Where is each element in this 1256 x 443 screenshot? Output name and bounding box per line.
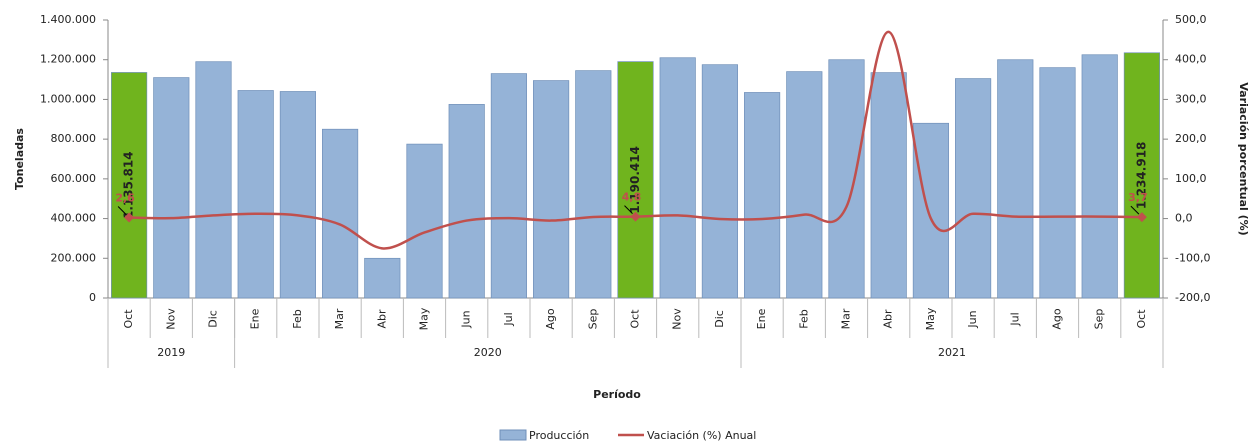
y2-tick-label: -100,0 (1175, 251, 1210, 264)
line-marker (630, 211, 641, 222)
x-tick-label: Ene (249, 308, 262, 329)
x-tick-label: Feb (291, 309, 304, 328)
bar (828, 59, 865, 299)
x-tick-label: Jun (966, 310, 979, 328)
x-tick-label: Oct (629, 309, 642, 329)
bar (448, 104, 485, 299)
bar (617, 61, 654, 299)
year-label: 2019 (157, 346, 185, 359)
x-tick-label: Mar (840, 308, 853, 329)
bar (575, 70, 612, 299)
year-label: 2021 (938, 346, 966, 359)
y2-tick-label: 400,0 (1175, 53, 1207, 66)
x-tick-label: Ago (544, 308, 557, 330)
y-tick-label: 1.200.000 (40, 53, 96, 66)
y2-tick-label: 300,0 (1175, 92, 1207, 105)
x-tick-label: Jul (502, 312, 515, 326)
line (129, 30, 1142, 250)
legend-label: Vaciación (%) Anual (647, 429, 756, 442)
bar (997, 59, 1034, 299)
x-tick-label: Nov (164, 308, 177, 330)
y-tick-label: 1.000.000 (40, 92, 96, 105)
bar (1081, 54, 1118, 299)
line-value-label: 2,6 (115, 192, 135, 205)
y2-axis-title: Variación porcentual (%) (1237, 82, 1250, 235)
y2-tick-label: 500,0 (1175, 13, 1207, 26)
bar (1039, 67, 1076, 299)
bar (364, 257, 401, 299)
x-tick-label: Sep (1093, 309, 1106, 330)
year-label: 2020 (474, 346, 502, 359)
y-tick-label: 1.400.000 (40, 13, 96, 26)
x-tick-label: Oct (1135, 309, 1148, 329)
bar (786, 71, 823, 299)
x-tick-label: Nov (671, 308, 684, 330)
y2-tick-label: 0,0 (1175, 212, 1193, 225)
y2-tick-label: 200,0 (1175, 132, 1207, 145)
x-axis-title: Período (593, 388, 641, 401)
bar (406, 143, 443, 299)
y-tick-label: 200.000 (51, 251, 97, 264)
bar (237, 90, 274, 299)
bar (279, 91, 316, 299)
bar (870, 72, 907, 299)
legend-label: Producción (529, 429, 589, 442)
x-tick-label: Sep (586, 309, 599, 330)
label-leader (1130, 205, 1140, 215)
label-leader (624, 205, 633, 215)
x-tick-label: Mar (333, 308, 346, 329)
x-tick-label: Feb (797, 309, 810, 328)
bar (955, 78, 992, 299)
x-tick-label: Ago (1051, 308, 1064, 330)
line-value-label: 3,7 (1128, 191, 1148, 204)
y-tick-label: 400.000 (51, 212, 97, 225)
bar (153, 77, 190, 299)
bar (659, 57, 696, 299)
bar-value-label: 1.135.814 (122, 151, 136, 219)
bar-value-label: 1.234.918 (1134, 142, 1148, 210)
y-tick-label: 600.000 (51, 172, 97, 185)
bar (1123, 52, 1160, 299)
x-tick-label: Jul (1008, 312, 1021, 326)
x-tick-label: Abr (882, 309, 895, 329)
legend-swatch (499, 429, 527, 441)
x-tick-label: Ene (755, 308, 768, 329)
x-tick-label: Dic (713, 310, 726, 328)
line-marker (1136, 212, 1147, 223)
x-tick-label: May (924, 307, 937, 330)
y2-tick-label: 100,0 (1175, 172, 1207, 185)
x-tick-label: Jun (460, 310, 473, 328)
label-leader (117, 206, 127, 215)
x-tick-label: Abr (375, 309, 388, 329)
x-tick-label: Dic (207, 310, 220, 328)
bar (322, 128, 359, 299)
y-tick-label: 0 (89, 291, 96, 304)
y-tick-label: 800.000 (51, 132, 97, 145)
y2-tick-label: -200,0 (1175, 291, 1210, 304)
bar (195, 61, 232, 299)
bar (111, 72, 148, 299)
bar (744, 92, 781, 299)
line-marker (124, 212, 135, 223)
bar (490, 73, 527, 299)
bar-value-label: 1.190.414 (628, 146, 642, 214)
bar (533, 80, 570, 299)
line-value-label: 4,8 (622, 191, 642, 204)
x-tick-label: May (418, 307, 431, 330)
x-tick-label: Oct (122, 309, 135, 329)
y-axis-title: Toneladas (13, 128, 26, 190)
bar (701, 64, 738, 299)
bar (912, 122, 949, 299)
